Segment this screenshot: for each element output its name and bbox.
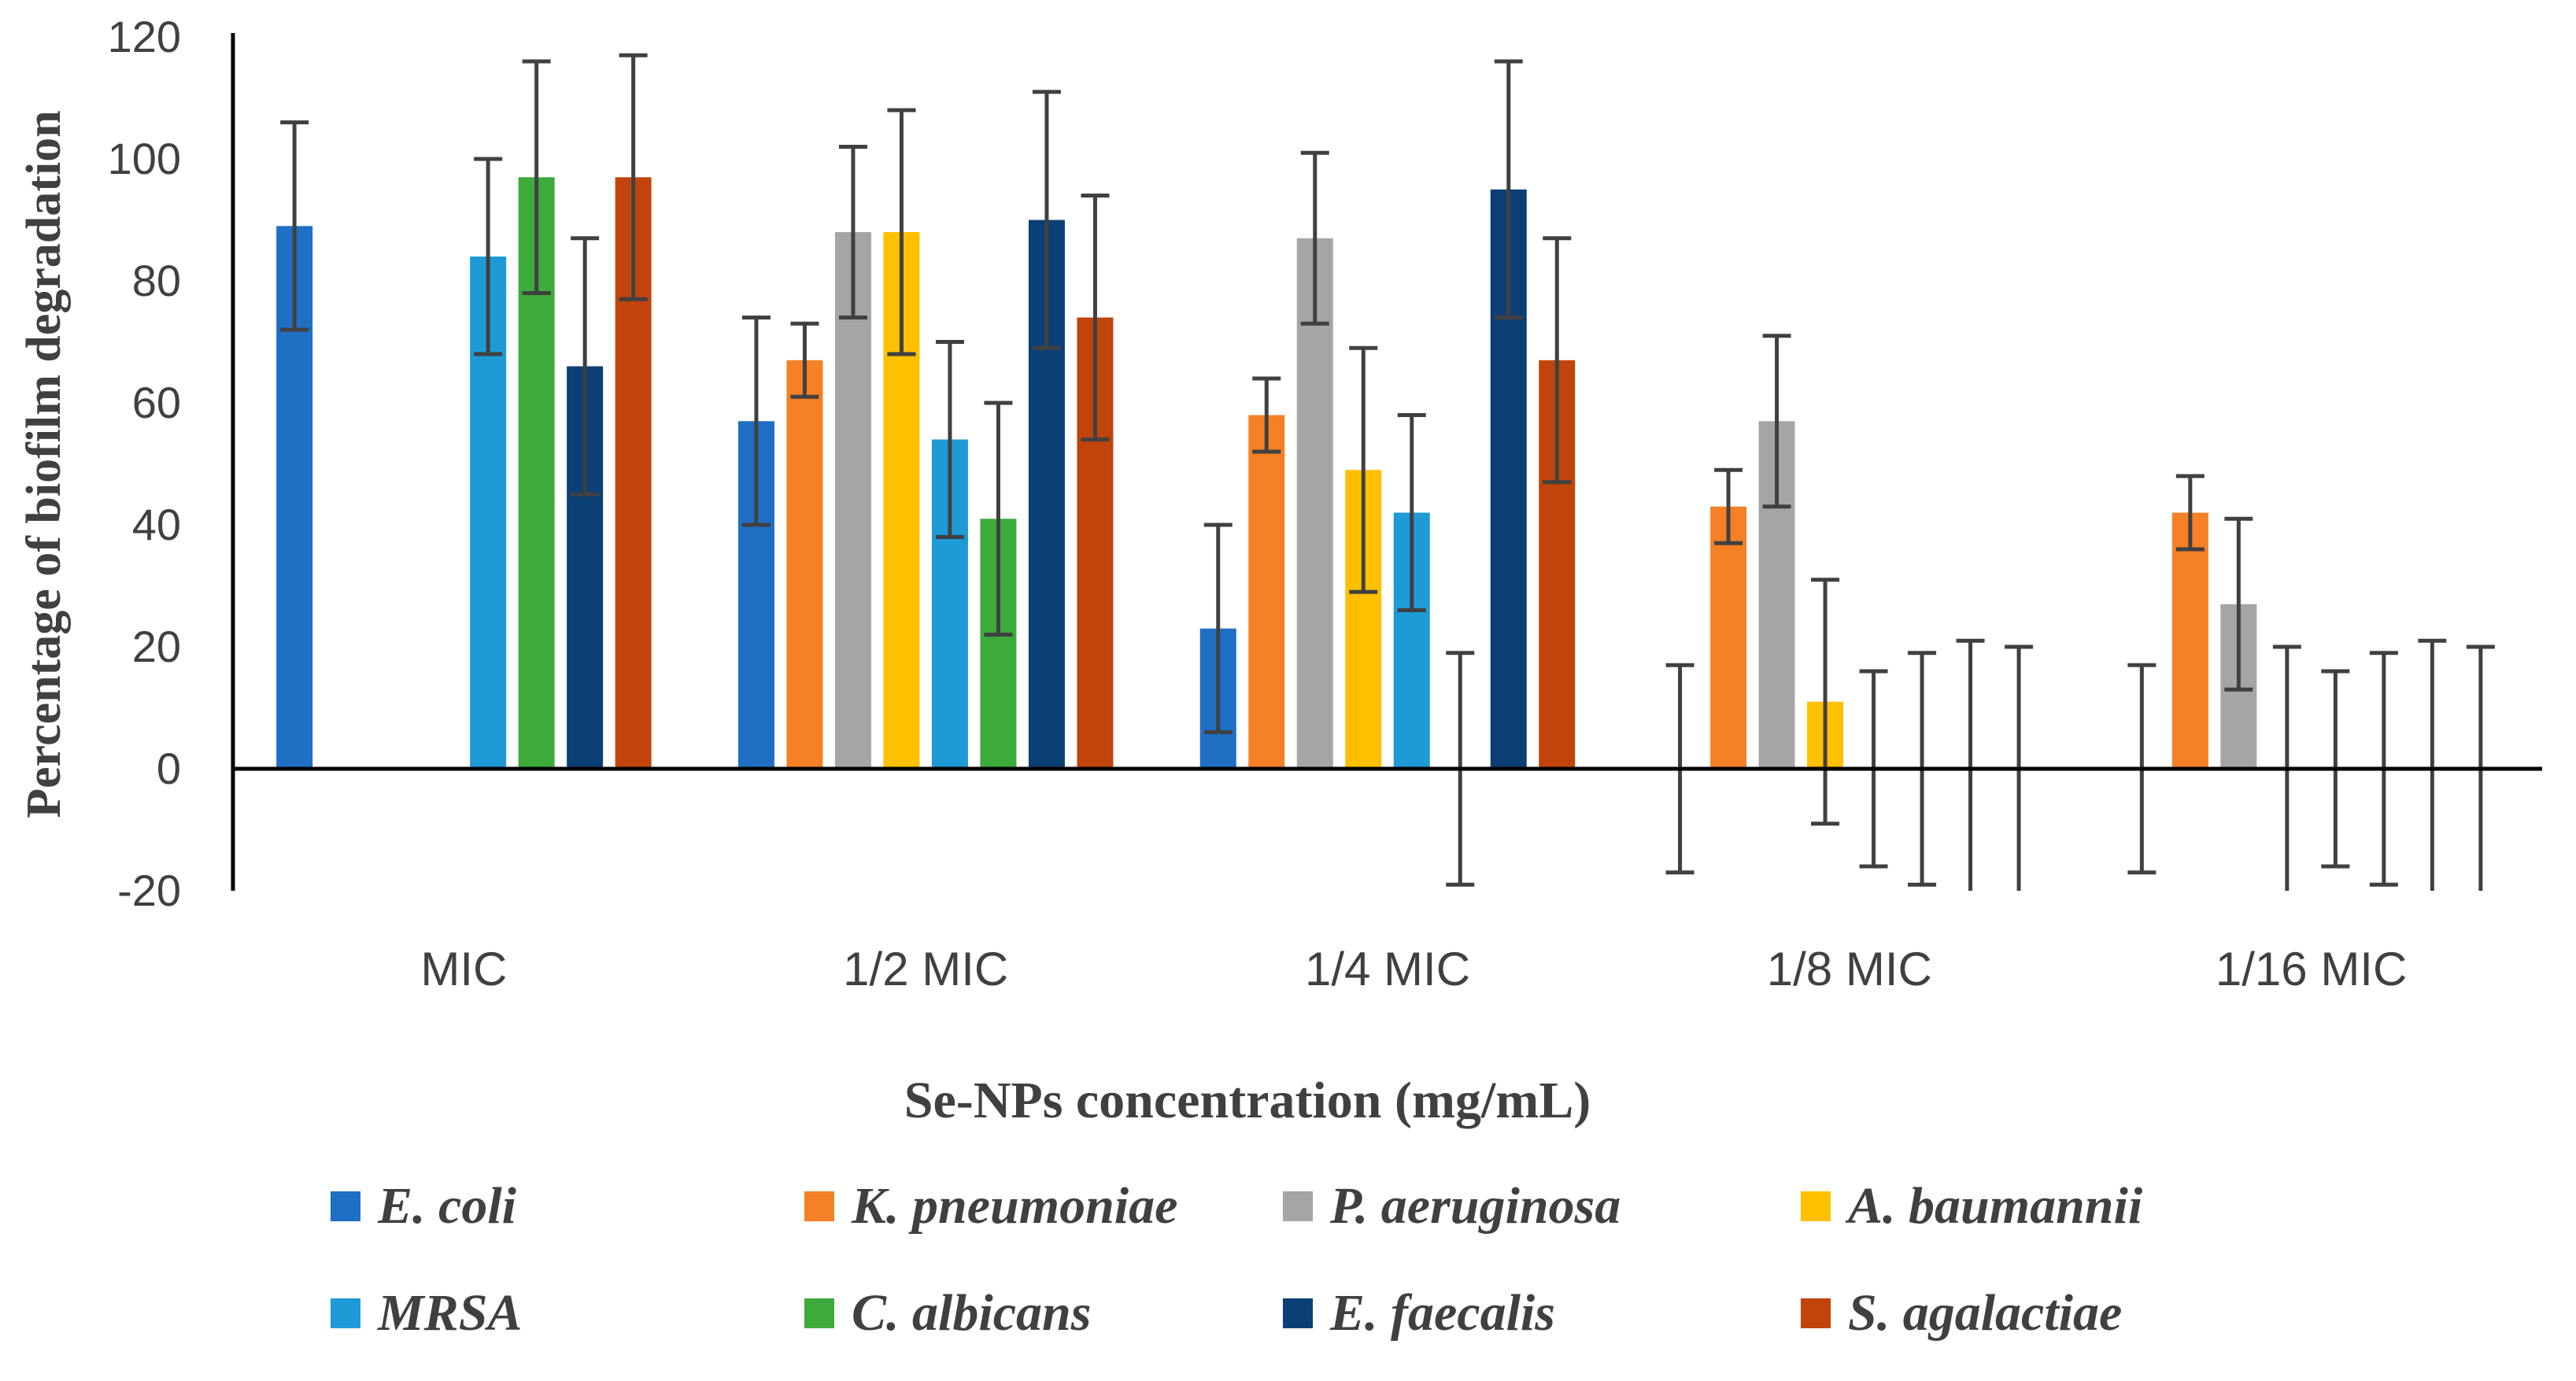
- y-tick-label: 0: [157, 744, 181, 793]
- error-bar: [1956, 638, 1985, 891]
- legend-swatch: [1801, 1298, 1831, 1328]
- error-bar: [1397, 413, 1426, 612]
- x-tick-label: 1/2 MIC: [843, 943, 1008, 995]
- error-bar: [1300, 150, 1329, 326]
- y-tick-label: 40: [132, 500, 181, 549]
- legend-swatch: [331, 1298, 360, 1328]
- legend: E. coli K. pneumoniae P. aeruginosa A. baum…: [331, 1177, 2143, 1342]
- y-tick-label: -20: [117, 866, 181, 915]
- y-tick-label: 80: [132, 256, 181, 305]
- x-axis-label: Se-NPs concentration (mg/mL): [904, 1072, 1591, 1129]
- legend-item: E. faecalis: [1283, 1284, 1555, 1342]
- error-bar: [1032, 90, 1061, 350]
- legend-label: P. aeruginosa: [1329, 1177, 1621, 1235]
- x-tick-label: 1/4 MIC: [1305, 943, 1470, 995]
- bar: [2171, 512, 2208, 769]
- legend-label: S. agalactiae: [1848, 1284, 2122, 1342]
- plot-area: [276, 53, 2495, 891]
- legend-item: K. pneumoniae: [804, 1177, 1177, 1235]
- legend-label: E. coli: [377, 1177, 517, 1235]
- legend-swatch: [1283, 1298, 1313, 1328]
- x-axis-ticks: MIC 1/2 MIC 1/4 MIC 1/8 MIC 1/16 MIC: [420, 943, 2407, 995]
- y-axis-ticks: -20 0 20 40 60 80 100 120: [108, 12, 181, 915]
- legend-item: E. coli: [331, 1177, 517, 1235]
- x-tick-label: MIC: [420, 943, 507, 995]
- legend-label: E. faecalis: [1329, 1284, 1555, 1342]
- legend-swatch: [1283, 1191, 1313, 1221]
- bar: [1710, 506, 1747, 769]
- error-bar: [790, 321, 819, 399]
- bar: [1296, 238, 1333, 769]
- error-bar: [474, 157, 503, 356]
- error-bar: [838, 145, 867, 319]
- error-bar: [1543, 236, 1572, 485]
- legend-item: MRSA: [331, 1284, 522, 1342]
- error-bar: [1349, 345, 1378, 594]
- error-bar: [522, 59, 551, 295]
- error-bar: [2175, 474, 2205, 552]
- error-bar: [935, 340, 964, 539]
- y-axis-label: Percentage of biofilm degradation: [17, 110, 71, 818]
- error-bar: [984, 401, 1013, 637]
- error-bar: [1762, 334, 1791, 509]
- legend-label: MRSA: [377, 1284, 522, 1342]
- bar: [1248, 415, 1285, 769]
- y-tick-label: 120: [108, 12, 181, 61]
- error-bar: [280, 120, 309, 332]
- legend-item: S. agalactiae: [1801, 1284, 2122, 1342]
- error-bar: [741, 316, 771, 527]
- bar: [834, 232, 871, 769]
- y-tick-label: 20: [132, 622, 181, 671]
- error-bar: [619, 53, 648, 301]
- legend-swatch: [331, 1191, 360, 1221]
- error-bar: [2418, 638, 2447, 891]
- x-tick-label: 1/8 MIC: [1767, 943, 1932, 995]
- legend-swatch: [804, 1191, 834, 1221]
- error-bar: [1081, 194, 1110, 441]
- legend-label: C. albicans: [852, 1284, 1091, 1342]
- y-tick-label: 60: [132, 378, 181, 427]
- legend-label: A. baumannii: [1845, 1177, 2143, 1235]
- legend-swatch: [804, 1298, 834, 1328]
- error-bar: [571, 236, 600, 497]
- bar: [786, 360, 823, 769]
- legend-item: C. albicans: [804, 1284, 1091, 1342]
- legend-item: P. aeruginosa: [1283, 1177, 1621, 1235]
- error-bar: [1494, 59, 1523, 319]
- legend-item: A. baumannii: [1801, 1177, 2143, 1235]
- x-tick-label: 1/16 MIC: [2216, 943, 2407, 995]
- legend-swatch: [1801, 1191, 1831, 1221]
- error-bar: [1203, 522, 1233, 734]
- legend-label: K. pneumoniae: [851, 1177, 1177, 1235]
- error-bar: [2224, 516, 2253, 692]
- error-bar: [1811, 578, 1840, 826]
- error-bar: [1714, 467, 1743, 545]
- error-bar: [1252, 376, 1281, 454]
- error-bar: [887, 108, 916, 356]
- y-tick-label: 100: [108, 134, 181, 183]
